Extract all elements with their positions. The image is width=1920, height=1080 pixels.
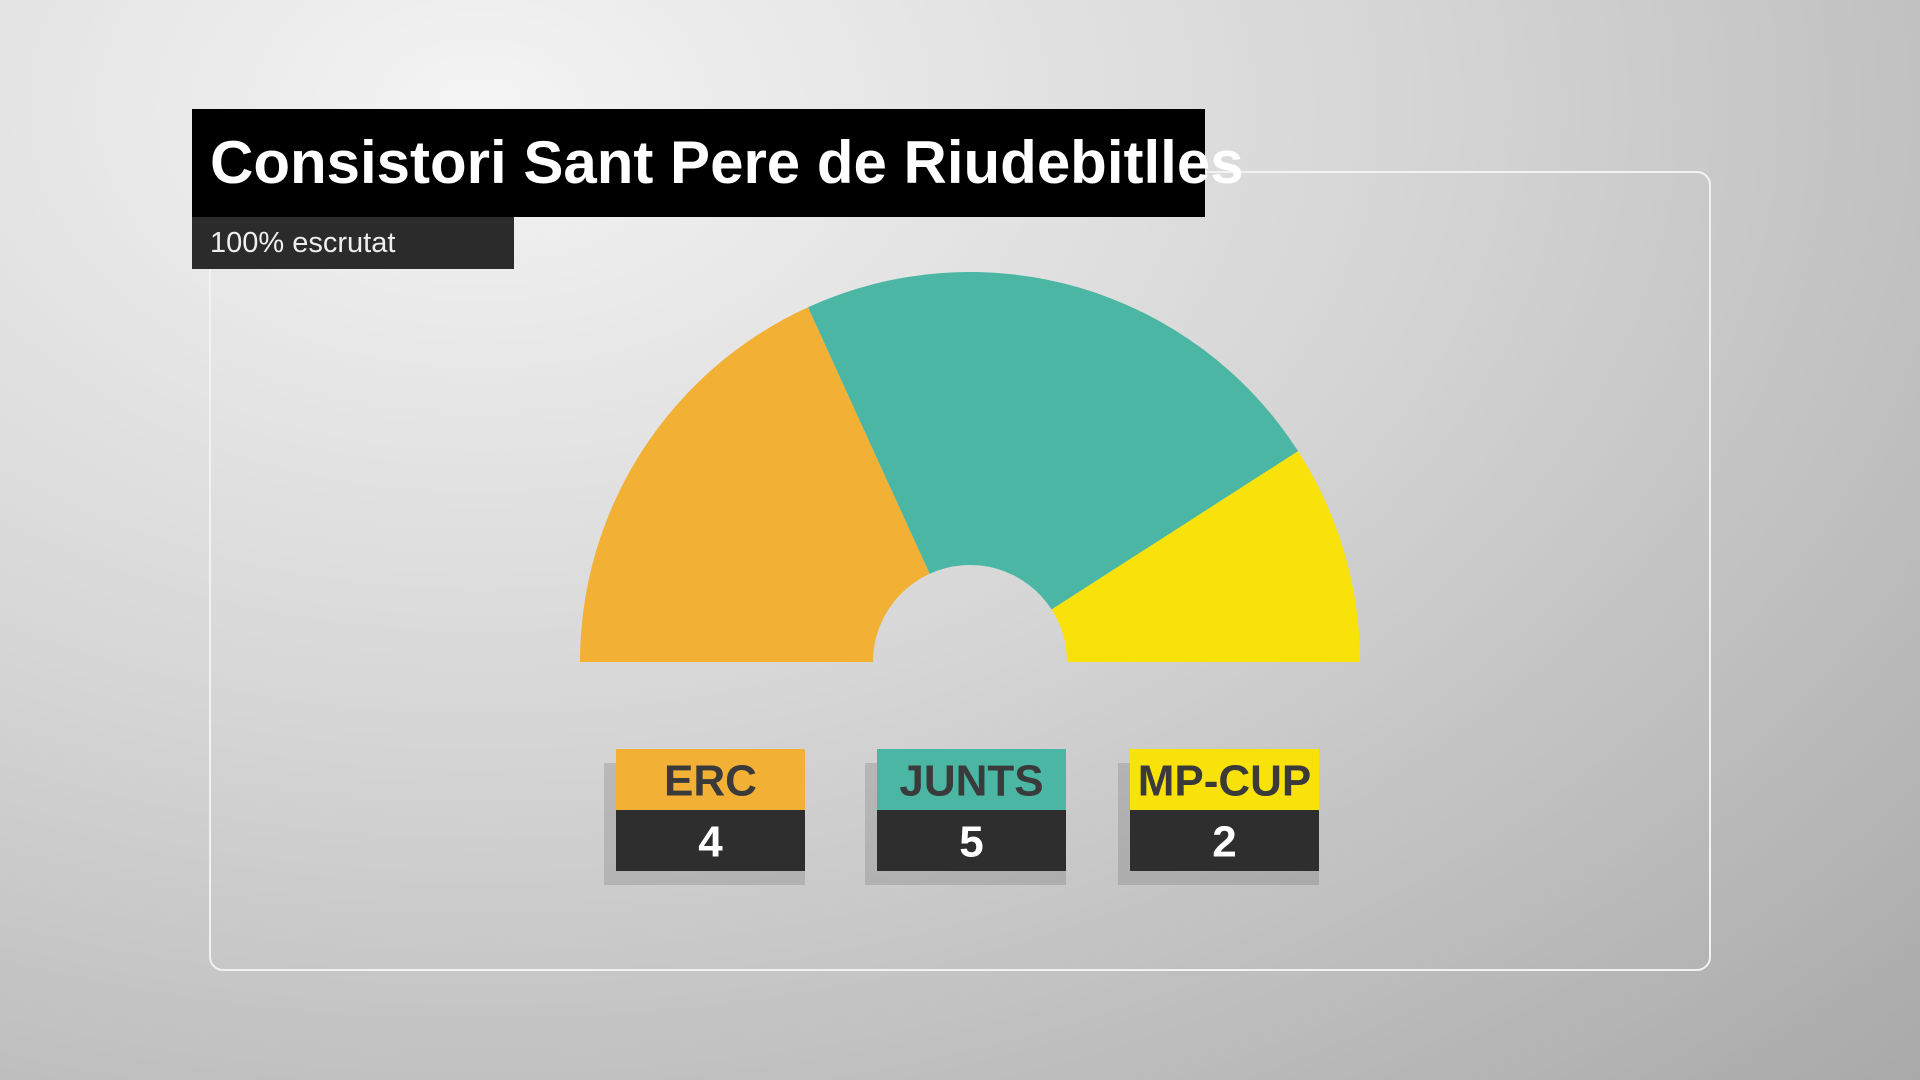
chart-subtitle: 100% escrutat bbox=[192, 217, 514, 269]
legend-value-box bbox=[1130, 810, 1319, 871]
sector bbox=[1051, 451, 1360, 662]
chart-title: Consistori Sant Pere de Riudebitlles bbox=[192, 109, 1244, 217]
legend-label: JUNTS bbox=[899, 757, 1043, 806]
value-label: 5 bbox=[959, 818, 983, 867]
legend-value-box bbox=[616, 810, 805, 871]
legend-swatch bbox=[616, 749, 805, 810]
sector bbox=[807, 271, 1299, 610]
legend-swatch bbox=[877, 749, 1066, 810]
legend-swatch bbox=[1130, 749, 1319, 810]
legend-label: MP-CUP bbox=[1138, 757, 1312, 806]
legend-label: ERC bbox=[664, 757, 757, 806]
value-label: 2 bbox=[1212, 818, 1236, 867]
value-label: 4 bbox=[698, 818, 723, 867]
sector bbox=[580, 307, 930, 662]
legend-value-box bbox=[877, 810, 1066, 871]
